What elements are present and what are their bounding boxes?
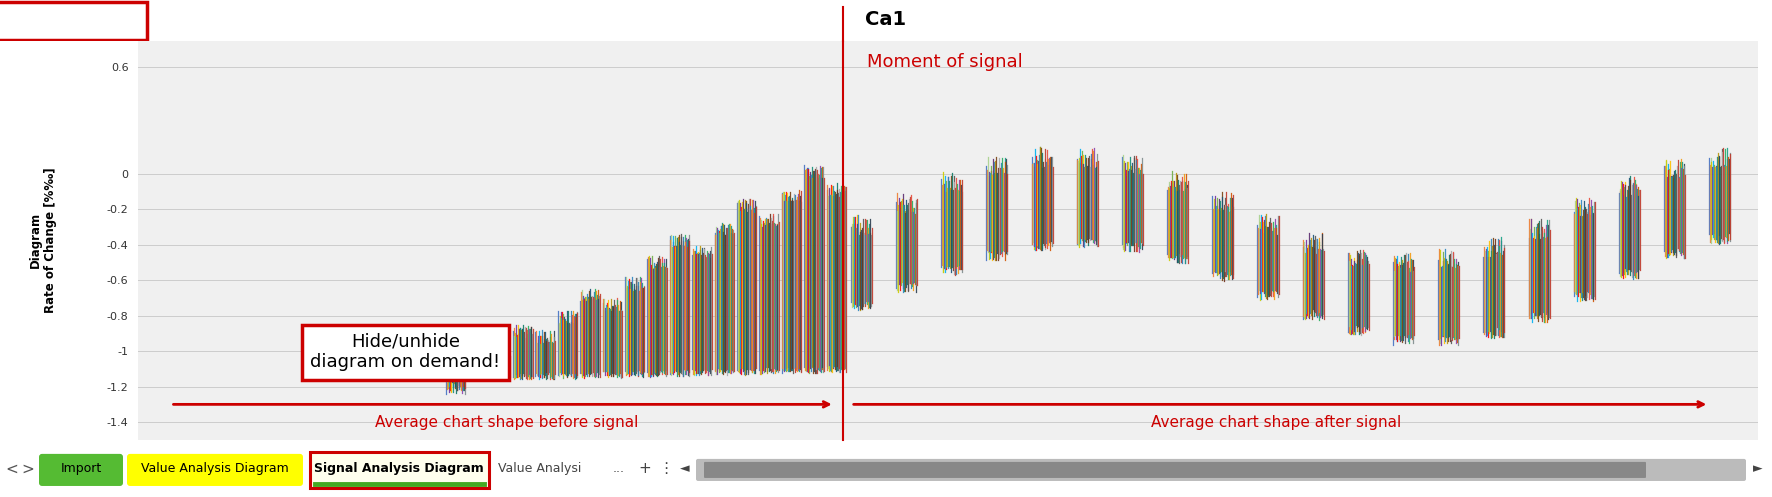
Text: Moment of signal: Moment of signal [867, 53, 1022, 71]
Text: ►: ► [1753, 462, 1763, 476]
FancyBboxPatch shape [0, 2, 147, 40]
FancyBboxPatch shape [39, 454, 122, 486]
Text: +: + [638, 461, 650, 477]
FancyBboxPatch shape [310, 452, 489, 488]
Text: Import: Import [60, 462, 101, 476]
Text: ...: ... [613, 462, 626, 476]
Text: Diagram
Rate of Change [%‰]: Diagram Rate of Change [%‰] [28, 167, 57, 313]
Text: Hide/unhide
diagram on demand!: Hide/unhide diagram on demand! [310, 332, 500, 371]
Text: Ca1: Ca1 [865, 10, 907, 29]
Text: >: > [21, 461, 34, 477]
Text: Hide / Unhide: Hide / Unhide [18, 13, 113, 26]
Text: ⋮: ⋮ [657, 461, 673, 477]
Text: <: < [5, 461, 18, 477]
Text: Signal Analysis Diagram: Signal Analysis Diagram [314, 462, 484, 476]
FancyBboxPatch shape [696, 459, 1745, 481]
Text: Value Analysi: Value Analysi [498, 462, 581, 476]
Text: Average chart shape before signal: Average chart shape before signal [376, 415, 638, 430]
Text: ◄: ◄ [680, 462, 689, 476]
FancyBboxPatch shape [128, 454, 303, 486]
Text: Value Analysis Diagram: Value Analysis Diagram [142, 462, 289, 476]
Text: Average chart shape after signal: Average chart shape after signal [1150, 415, 1402, 430]
FancyBboxPatch shape [703, 462, 1646, 478]
